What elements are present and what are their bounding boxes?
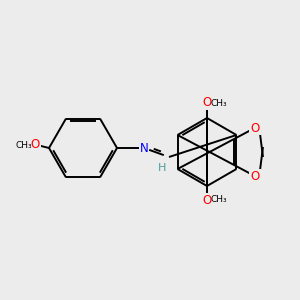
Text: CH₃: CH₃ xyxy=(211,196,227,205)
Text: CH₃: CH₃ xyxy=(211,98,227,107)
Text: H: H xyxy=(158,163,166,173)
Text: O: O xyxy=(30,139,40,152)
Text: O: O xyxy=(250,169,260,182)
Text: CH₃: CH₃ xyxy=(16,140,32,149)
Text: O: O xyxy=(202,194,211,206)
Text: O: O xyxy=(202,97,211,110)
Text: N: N xyxy=(140,142,148,154)
Text: O: O xyxy=(250,122,260,134)
